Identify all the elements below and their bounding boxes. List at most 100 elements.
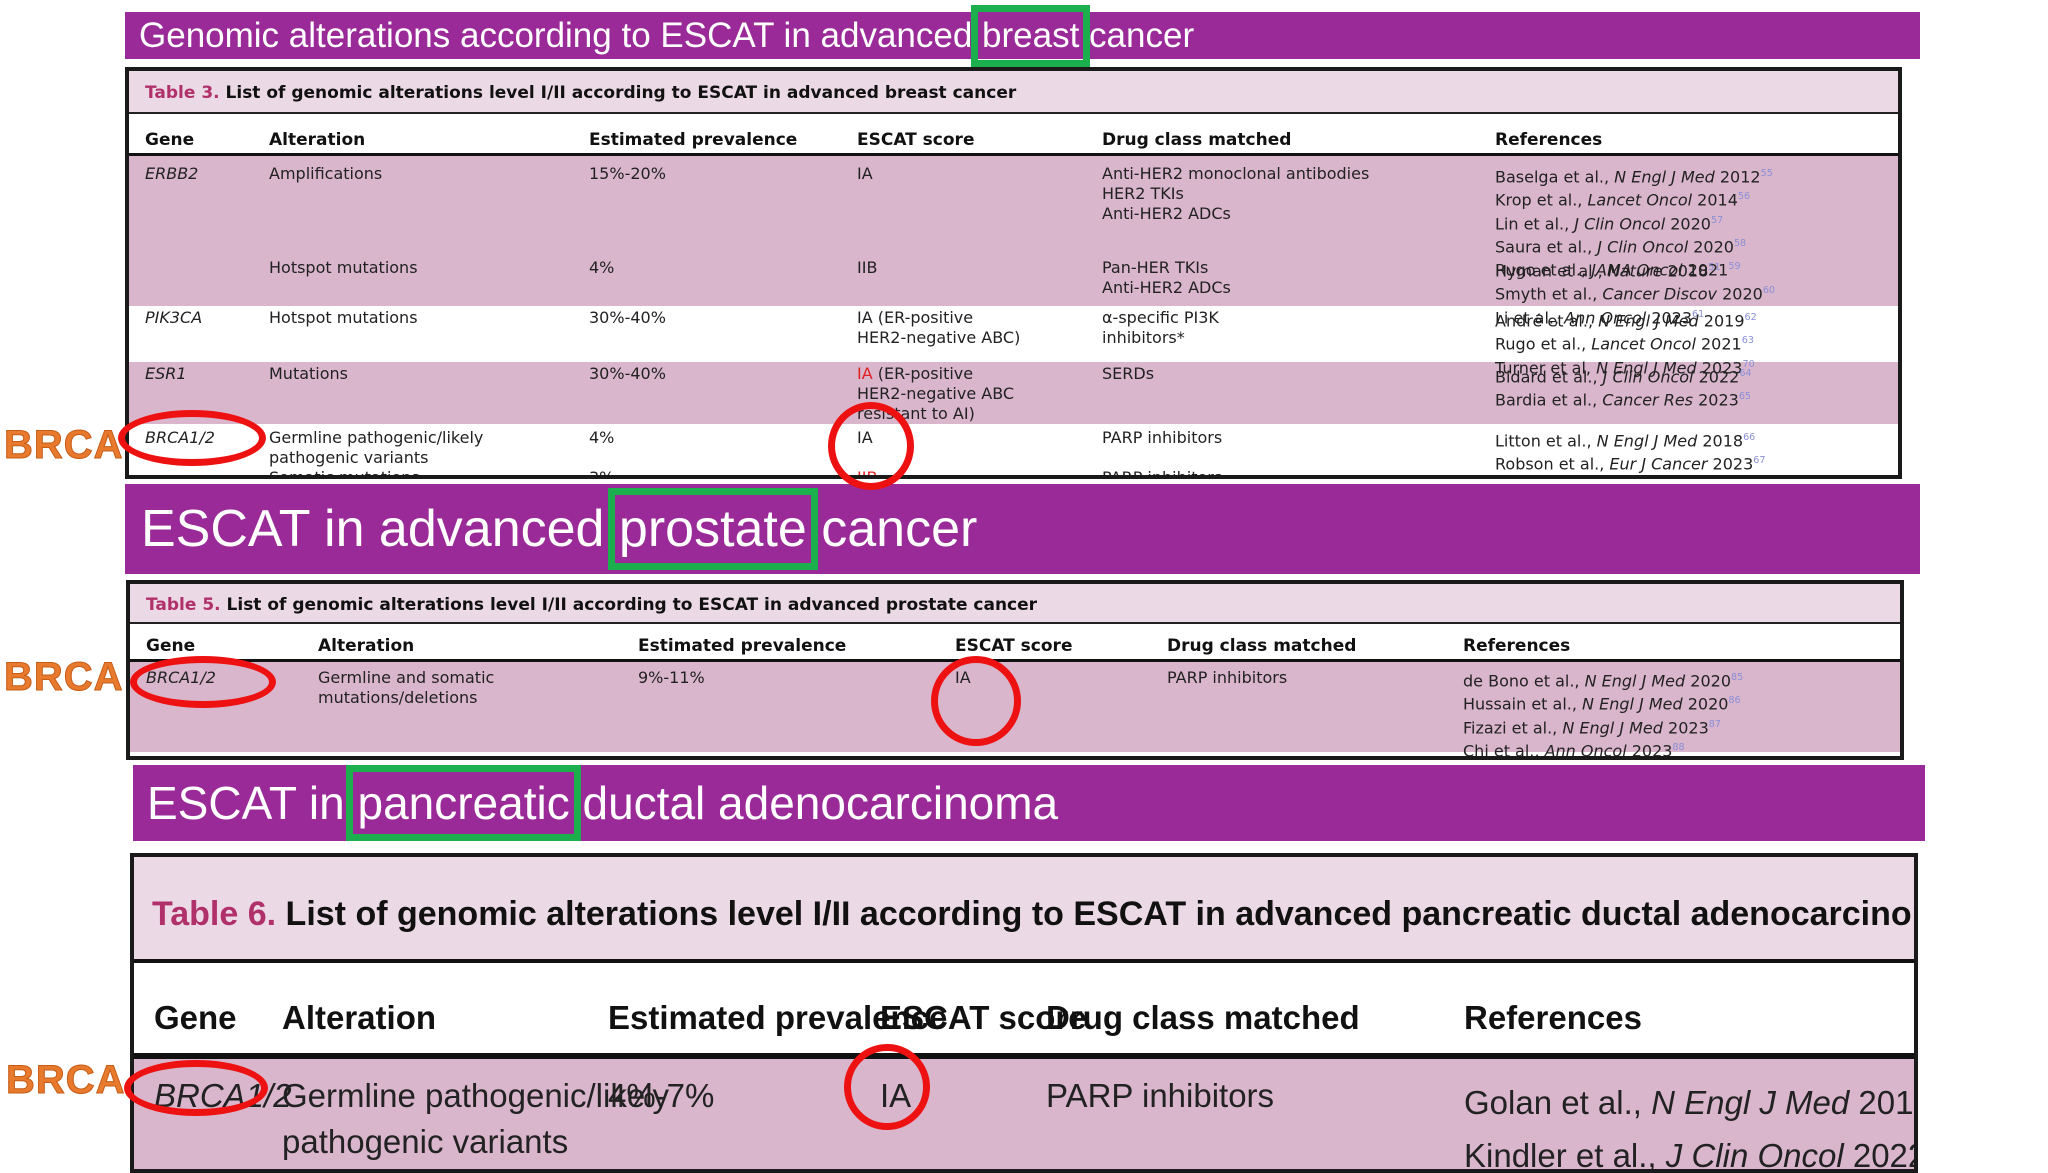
t5-col-prev: Estimated prevalence xyxy=(638,636,847,656)
circle-breast-gene xyxy=(118,410,266,466)
cell-refs: Litton et al., N Engl J Med 201866 Robson… xyxy=(1495,428,1895,476)
cell-alt: Amplifications xyxy=(269,164,589,256)
cell-line: PARP inhibitors xyxy=(1102,428,1223,447)
reference: Rugo et al., JAMA Oncol 202159 xyxy=(1495,260,1741,280)
table-row: Hotspot mutations 4% IIB Pan-HER TKIs Anti-H… xyxy=(129,256,1898,327)
cell-prev: 4%-7% xyxy=(608,1073,880,1169)
table-6-header: Gene Alteration Estimated prevalence ESCAT … xyxy=(134,963,1914,1059)
table-3-caption: Table 3. List of genomic alterations lev… xyxy=(129,71,1898,114)
brca-label-breast: BRCA xyxy=(4,423,124,468)
t6-col-alt: Alteration xyxy=(282,999,437,1036)
table-5-number: Table 5. xyxy=(146,595,221,615)
cell-refs: Baselga et al., N Engl J Med 201255 Krop … xyxy=(1495,164,1895,279)
reference: Turner et al, N Engl J Med 202370 xyxy=(1495,357,1755,377)
t6-col-prev: Estimated prevalence xyxy=(608,999,948,1036)
cell-line: 4% xyxy=(589,428,615,447)
table-3-header: Gene Alteration Estimated prevalence ESCAT … xyxy=(129,114,1898,156)
circle-breast-escat xyxy=(828,402,914,490)
cell-line: Somatic mutations xyxy=(269,468,420,479)
cell-drug: α-specific PI3K inhibitors* xyxy=(1102,308,1495,362)
t5-col-drug: Drug class matched xyxy=(1167,636,1357,656)
cell-line: pathogenic variants xyxy=(282,1123,569,1160)
t6-col-refs: References xyxy=(1464,999,1642,1036)
cell-alt: Germline and somatic mutations/deletions xyxy=(318,668,638,752)
cell-drug: PARP inhibitors xyxy=(1167,668,1463,752)
table-6-title: List of genomic alterations level I/II a… xyxy=(285,895,1914,933)
table-6-caption: Table 6. List of genomic alterations lev… xyxy=(134,857,1914,963)
reference: Rugo et al., Lancet Oncol 202163 xyxy=(1495,334,1754,354)
table-6-body: BRCA1/2 Germline pathogenic/likely pathoge… xyxy=(134,1059,1914,1169)
banner-breast-highlight: breast xyxy=(971,4,1091,67)
table-3-number: Table 3. xyxy=(145,83,220,103)
table-6-pancreatic: Table 6. List of genomic alterations lev… xyxy=(130,853,1918,1173)
cell-escat: IA xyxy=(857,164,1102,256)
reference: Chi et al., Ann Oncol 202388 xyxy=(1463,741,1685,760)
t3-col-alt: Alteration xyxy=(269,130,366,150)
cell-gene: ESR1 xyxy=(145,364,187,383)
table-5-caption: Table 5. List of genomic alterations lev… xyxy=(130,584,1900,624)
reference: Baselga et al., N Engl J Med 201255 xyxy=(1495,167,1773,187)
cell-prev: 15%-20% xyxy=(589,164,857,256)
cell-line: Pan-HER TKIs xyxy=(1102,258,1209,277)
reference: de Bono et al., N Engl J Med 202085 xyxy=(1463,671,1744,691)
cell-line: IA (ER-positive xyxy=(857,308,974,327)
cell-drug: Anti-HER2 monoclonal antibodies HER2 TKIs… xyxy=(1102,164,1495,256)
cell-line: PARP inhibitors xyxy=(1046,1077,1275,1114)
cell-line: HER2 TKIs xyxy=(1102,184,1184,203)
table-row: ERBB2 Amplifications 15%-20% IA Anti-HER2 mo… xyxy=(129,156,1898,280)
cell-alt: Hotspot mutations xyxy=(269,258,589,306)
cell-drug: PARP inhibitors PARP inhibitors xyxy=(1102,428,1495,475)
t6-col-gene: Gene xyxy=(154,999,237,1036)
banner-breast: Genomic alterations according to ESCAT i… xyxy=(125,4,1920,67)
cell-line: 15%-20% xyxy=(589,164,666,183)
t5-col-gene: Gene xyxy=(146,636,196,656)
cell-line: Mutations xyxy=(269,364,349,383)
cell-line: Germline pathogenic/likely xyxy=(282,1077,670,1114)
reference: Saura et al., J Clin Oncol 202058 xyxy=(1495,237,1747,257)
reference: Hyman et al., Nature 201851 xyxy=(1495,261,1721,281)
banner-prostate-highlight: prostate xyxy=(607,488,818,570)
cell-line: Germline pathogenic/likely xyxy=(269,428,484,447)
t6-col-escat: ESCAT score xyxy=(880,999,1087,1036)
brca-label-prostate: BRCA xyxy=(4,655,124,700)
reference: Fizazi et al., N Engl J Med 202387 xyxy=(1463,717,1721,737)
cell-gene: ERBB2 xyxy=(145,164,199,183)
circle-pancreatic-gene xyxy=(124,1060,268,1116)
cell-escat: IA (ER-positive HER2-negative ABC) xyxy=(857,308,1102,362)
banner-pancreatic: ESCAT in pancreatic ductal adenocarcinom… xyxy=(133,765,1925,841)
table-row: BRCA1/2 Germline pathogenic/likely pathoge… xyxy=(134,1059,1914,1169)
reference: Li et al., Ann Oncol 202361 xyxy=(1495,307,1705,327)
t3-col-refs: References xyxy=(1495,130,1603,150)
t3-col-prev: Estimated prevalence xyxy=(589,130,798,150)
cell-escat: IIB xyxy=(857,258,1102,306)
cell-alt: Germline pathogenic/likely pathogenic var… xyxy=(269,428,589,479)
cell-line: 3% xyxy=(589,468,615,479)
cell-drug: Pan-HER TKIs Anti-HER2 ADCs xyxy=(1102,258,1495,306)
table-3-body: ERBB2 Amplifications 15%-20% IA Anti-HER2 mo… xyxy=(129,156,1898,479)
t5-col-alt: Alteration xyxy=(318,636,415,656)
cell-alt: Hotspot mutations xyxy=(269,308,589,362)
reference: Tung et al., J Clin Oncol 202068 xyxy=(1495,475,1895,476)
reference: Robson et al., Eur J Cancer 202367 xyxy=(1495,454,1766,474)
cell-line: mutations/deletions xyxy=(318,688,478,707)
cell-prev: 9%-11% xyxy=(638,668,955,752)
cell-alt: Mutations xyxy=(269,364,589,424)
cell-line: α-specific PI3K xyxy=(1102,308,1219,327)
cell-line: Hotspot mutations xyxy=(269,258,418,277)
cell-drug: PARP inhibitors xyxy=(1046,1073,1464,1169)
banner-breast-post: cancer xyxy=(1079,15,1195,55)
cell-drug: SERDs xyxy=(1102,364,1495,424)
t3-col-escat: ESCAT score xyxy=(857,130,975,150)
cell-line: Hotspot mutations xyxy=(269,308,418,327)
cell-refs: Golan et al., N Engl J Med 201999Kindler… xyxy=(1464,1073,1914,1169)
reference: Bardia et al., Cancer Res 202365 xyxy=(1495,390,1752,410)
t5-col-escat: ESCAT score xyxy=(955,636,1073,656)
cell-line: 9%-11% xyxy=(638,668,705,687)
reference: Litton et al., N Engl J Med 201866 xyxy=(1495,431,1756,451)
banner-pancreatic-post: ductal adenocarcinoma xyxy=(569,777,1059,829)
reference: Smyth et al., Cancer Discov 202060 xyxy=(1495,284,1776,304)
table-row: BRCA1/2 Germline pathogenic/likely pathoge… xyxy=(129,424,1898,479)
cell-line: pathogenic variants xyxy=(269,448,429,467)
reference: André et al., N Engl J Med 201962 xyxy=(1495,311,1757,331)
table-3-breast: Table 3. List of genomic alterations lev… xyxy=(125,67,1902,479)
